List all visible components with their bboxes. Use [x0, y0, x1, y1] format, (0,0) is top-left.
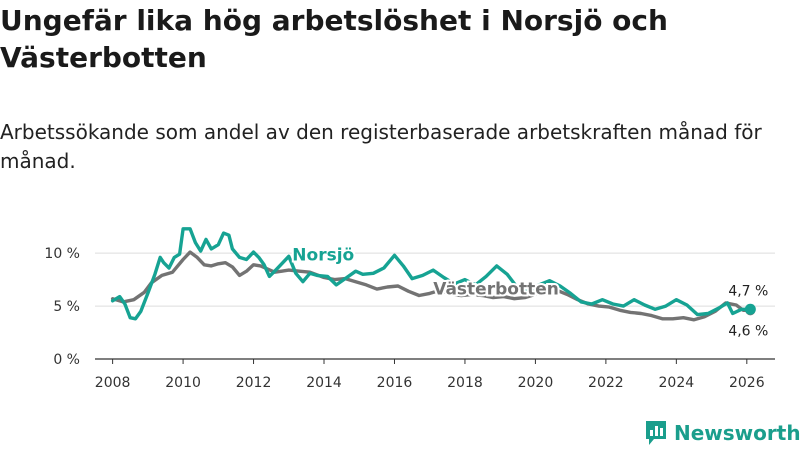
- x-tick-label: 2008: [95, 375, 131, 391]
- end-point-norsjo: [744, 303, 756, 315]
- label-layer: 0 % 5 % 10 % 2008 2010 2012 2014 2016 2018 2020 20…: [44, 244, 769, 391]
- chart-title: Ungefär lika hög arbetslöshet i Norsjö o…: [0, 4, 668, 74]
- y-tick-label: 10 %: [44, 246, 80, 262]
- x-tick-label: 2020: [518, 375, 554, 391]
- brand-logo[interactable]: Newsworthy: [644, 418, 800, 448]
- x-tick-label: 2012: [236, 375, 272, 391]
- brand-name: Newsworthy: [674, 421, 800, 445]
- chart-subtitle: Arbetssökande som andel av den registerb…: [0, 120, 762, 173]
- y-tick-label: 0 %: [53, 352, 80, 368]
- series-layer: [110, 227, 756, 322]
- x-tick-label: 2026: [729, 375, 765, 391]
- series-label-norsjo: Norsjö: [292, 246, 354, 266]
- x-tick-label: 2010: [165, 375, 201, 391]
- series-line-norsjo: [110, 227, 752, 321]
- x-tick-label: 2024: [659, 375, 695, 391]
- bar-chart-logo-icon: [646, 421, 666, 445]
- end-value-label-vasterbotten: 4,6 %: [728, 323, 768, 339]
- x-tick-label: 2018: [447, 375, 483, 391]
- series-label-vasterbotten: Västerbotten: [433, 279, 559, 299]
- x-tick-label: 2014: [306, 375, 342, 391]
- series-line-vasterbotten: [110, 250, 752, 322]
- y-tick-label: 5 %: [53, 299, 80, 315]
- x-tick-label: 2022: [588, 375, 624, 391]
- end-value-label-norsjo: 4,7 %: [728, 283, 768, 299]
- x-tick-label: 2016: [377, 375, 413, 391]
